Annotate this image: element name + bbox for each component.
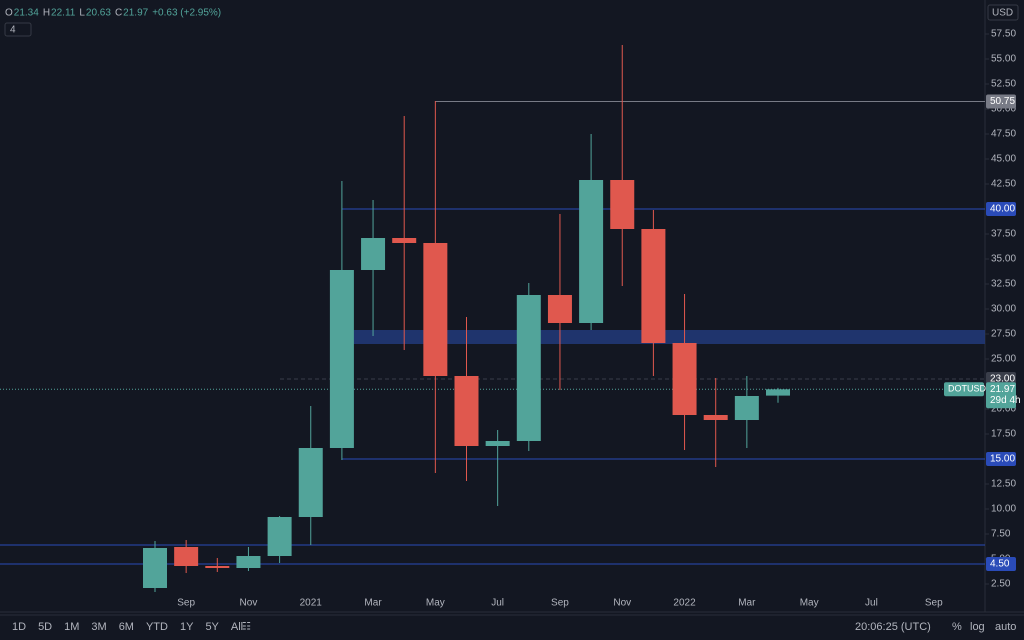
level-label: 23.00 <box>990 374 1015 385</box>
y-tick-label: 7.50 <box>991 529 1011 540</box>
ohlc-key: H <box>43 8 50 19</box>
y-tick-label: 20.00 <box>991 404 1016 415</box>
y-tick-label: 45.00 <box>991 154 1016 165</box>
scale-option[interactable]: auto <box>995 621 1016 633</box>
level-label: 15.00 <box>990 454 1015 465</box>
x-tick-label: Mar <box>364 598 382 609</box>
scale-option[interactable]: log <box>970 621 985 633</box>
price-label: 21.97 <box>990 384 1015 395</box>
ohlc-value: 21.34 <box>14 8 39 19</box>
x-tick-label: Sep <box>177 598 195 609</box>
range-button[interactable]: All <box>231 621 243 633</box>
currency[interactable]: USD <box>992 8 1013 19</box>
y-tick-label: 30.00 <box>991 304 1016 315</box>
x-tick-label: May <box>800 598 819 609</box>
y-tick-label: 12.50 <box>991 479 1016 490</box>
level-tag <box>986 202 1016 216</box>
level-label: 50.75 <box>990 96 1015 107</box>
price-tag <box>986 382 1016 409</box>
x-tick-label: Nov <box>613 598 631 609</box>
level-label: 4.50 <box>990 559 1010 570</box>
y-tick-label: 27.50 <box>991 329 1016 340</box>
ohlc-key: C <box>115 8 122 19</box>
range-button[interactable]: 1Y <box>180 621 194 633</box>
ohlc-value: 20.63 <box>86 8 111 19</box>
x-tick-label: Jul <box>491 598 504 609</box>
x-tick-label: Mar <box>738 598 756 609</box>
y-tick-label: 37.50 <box>991 229 1016 240</box>
change: +0.63 (+2.95%) <box>152 8 221 19</box>
candle-body <box>734 396 759 420</box>
candle-body <box>205 566 230 568</box>
x-tick-label: 2021 <box>300 598 323 609</box>
candle-body <box>298 448 323 517</box>
indicators-count[interactable]: 4 <box>10 25 16 36</box>
range-button[interactable]: 5D <box>38 621 52 633</box>
candle-body <box>361 238 386 270</box>
candle-body <box>485 441 510 446</box>
scale-option[interactable]: % <box>952 621 962 633</box>
candle-body <box>392 238 417 243</box>
candle-body <box>143 548 167 588</box>
ohlc-value: 22.11 <box>51 8 76 19</box>
candle-body <box>516 295 541 441</box>
y-tick-label: 42.50 <box>991 179 1016 190</box>
ohlc-value: 21.97 <box>123 8 148 19</box>
ohlc-key: L <box>79 8 85 19</box>
range-button[interactable]: 1D <box>12 621 26 633</box>
clock: 20:06:25 (UTC) <box>855 621 931 633</box>
level-label: 40.00 <box>990 204 1015 215</box>
candle-body <box>641 229 666 343</box>
range-button[interactable]: 5Y <box>205 621 219 633</box>
y-tick-label: 10.00 <box>991 504 1016 515</box>
y-tick-label: 32.50 <box>991 279 1016 290</box>
y-tick-label: 25.00 <box>991 354 1016 365</box>
range-button[interactable]: YTD <box>146 621 168 633</box>
x-tick-label: 2022 <box>673 598 696 609</box>
candle-body <box>236 556 261 568</box>
candle-body <box>329 270 354 448</box>
range-button[interactable]: 1M <box>64 621 79 633</box>
candle-body <box>766 389 790 396</box>
countdown: 29d 4h <box>990 395 1021 406</box>
x-tick-label: Sep <box>925 598 943 609</box>
indicators-toggle[interactable] <box>4 22 32 37</box>
x-tick-label: Nov <box>240 598 258 609</box>
currency-button[interactable] <box>987 4 1019 21</box>
calendar-icon[interactable]: ☷ <box>242 622 251 633</box>
y-tick-label: 57.50 <box>991 29 1016 40</box>
candle-body <box>703 415 728 420</box>
candle-body <box>423 243 448 376</box>
candle-body <box>610 180 635 229</box>
y-tick-label: 55.00 <box>991 54 1016 65</box>
level-tag <box>986 94 1016 109</box>
symbol-label: DOTUSD <box>948 384 987 394</box>
x-tick-label: May <box>426 598 445 609</box>
level-tag <box>986 557 1016 571</box>
candle-body <box>547 295 572 323</box>
candle-body <box>174 547 199 566</box>
y-tick-label: 50.00 <box>991 104 1016 115</box>
candle-body <box>579 180 604 323</box>
y-tick-label: 17.50 <box>991 429 1016 440</box>
range-button[interactable]: 6M <box>119 621 134 633</box>
y-tick-label: 2.50 <box>991 579 1011 590</box>
candle-body <box>672 343 697 415</box>
level-tag <box>986 452 1016 466</box>
y-tick-label: 52.50 <box>991 79 1016 90</box>
y-tick-label: 47.50 <box>991 129 1016 140</box>
candle-body <box>454 376 479 446</box>
ohlc-key: O <box>5 8 13 19</box>
symbol-tag <box>944 382 984 397</box>
candle-body <box>267 517 292 556</box>
x-tick-label: Sep <box>551 598 569 609</box>
x-tick-label: Jul <box>865 598 878 609</box>
range-button[interactable]: 3M <box>91 621 106 633</box>
y-tick-label: 35.00 <box>991 254 1016 265</box>
